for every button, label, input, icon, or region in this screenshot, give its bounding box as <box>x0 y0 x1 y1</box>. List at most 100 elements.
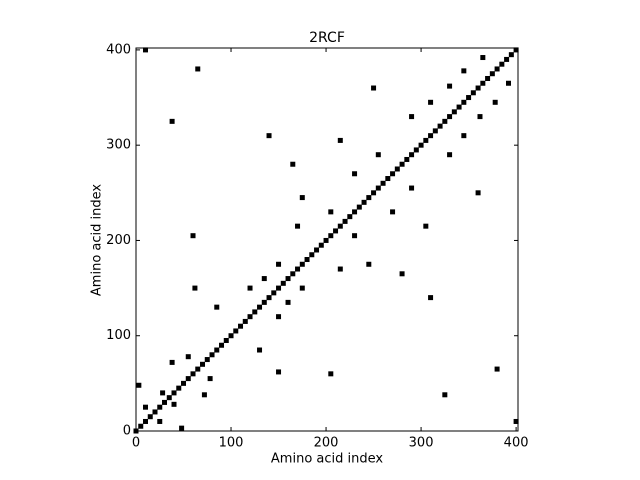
y-tick-label: 300 <box>106 138 131 153</box>
contact-point <box>261 299 267 305</box>
contact-point <box>428 133 434 139</box>
contact-point <box>143 418 149 424</box>
contact-point <box>136 382 142 388</box>
x-tick-label: 400 <box>504 436 529 451</box>
contact-point <box>394 166 400 172</box>
contact-point <box>499 61 505 67</box>
contact-point <box>489 71 495 77</box>
contact-point <box>461 133 467 139</box>
contact-point <box>185 354 191 360</box>
contact-point <box>432 128 438 134</box>
contact-point <box>266 295 272 301</box>
contact-point <box>409 152 415 158</box>
contact-point <box>257 304 263 310</box>
contact-point <box>169 359 175 365</box>
contact-point <box>347 214 353 220</box>
contact-point <box>276 369 282 375</box>
contact-point <box>428 99 434 105</box>
contact-point <box>328 209 334 215</box>
contact-point <box>477 114 483 120</box>
contact-point <box>242 318 248 324</box>
contact-point <box>219 342 225 348</box>
contact-point <box>480 55 486 61</box>
contact-point <box>299 195 305 201</box>
contact-point <box>290 271 296 277</box>
x-axis-label: Amino acid index <box>271 452 383 467</box>
contact-point <box>204 357 210 363</box>
contact-point <box>504 56 510 62</box>
contact-point <box>390 209 396 215</box>
contact-point <box>375 185 381 191</box>
contact-point <box>371 85 377 91</box>
contact-point <box>342 218 348 224</box>
contact-point <box>157 418 163 424</box>
contact-point <box>390 171 396 177</box>
contact-point <box>285 299 291 305</box>
x-tick-label: 0 <box>132 436 140 451</box>
contact-point <box>157 404 163 410</box>
contact-point <box>442 392 448 398</box>
contact-point <box>304 257 310 263</box>
contact-point <box>201 392 207 398</box>
contact-point <box>176 385 182 391</box>
plot-area <box>133 47 519 434</box>
contact-point <box>276 261 282 267</box>
contact-point <box>323 237 329 243</box>
contact-point <box>447 152 453 158</box>
y-axis-label: Amino acid index <box>90 184 105 296</box>
contact-point <box>447 83 453 89</box>
contact-point <box>442 118 448 124</box>
contact-point <box>276 285 282 291</box>
contact-point <box>190 233 196 239</box>
contact-point <box>466 95 472 101</box>
contact-point <box>169 118 175 124</box>
contact-point <box>409 114 415 120</box>
contact-point <box>143 404 149 410</box>
contact-point <box>399 161 405 167</box>
contact-point <box>233 328 239 334</box>
contact-point <box>152 409 158 415</box>
contact-point <box>257 347 263 353</box>
contact-point <box>513 418 519 424</box>
contact-point <box>475 190 481 196</box>
contact-point <box>285 276 291 282</box>
x-tick-label: 300 <box>409 436 434 451</box>
contact-point <box>179 425 185 431</box>
contact-point <box>361 199 367 205</box>
contact-point <box>485 75 491 81</box>
contact-point <box>423 223 429 229</box>
chart-title: 2RCF <box>309 30 345 46</box>
x-tick-label: 100 <box>219 436 244 451</box>
contact-point <box>352 171 358 177</box>
contact-point <box>508 52 514 58</box>
contact-point <box>385 176 391 182</box>
contact-point <box>171 390 177 396</box>
contact-point <box>261 276 267 282</box>
contact-point <box>505 80 511 86</box>
contact-point <box>247 285 253 291</box>
contact-point <box>266 133 272 139</box>
contact-point <box>456 104 462 110</box>
contact-point <box>147 414 153 420</box>
contact-point <box>185 376 191 382</box>
axes-frame <box>135 47 519 432</box>
contact-point <box>399 271 405 277</box>
contact-point <box>352 233 358 239</box>
contact-point <box>337 266 343 272</box>
contact-point <box>252 309 258 315</box>
y-tick-label: 400 <box>106 42 131 57</box>
contact-point <box>280 280 286 286</box>
contact-point <box>494 366 500 372</box>
contact-point <box>238 323 244 329</box>
contact-point <box>371 190 377 196</box>
contact-point <box>195 366 201 372</box>
contact-point <box>428 295 434 301</box>
contact-point <box>143 47 149 53</box>
contact-point <box>451 109 457 115</box>
contact-point <box>162 399 168 405</box>
contact-point <box>404 156 410 162</box>
contact-point <box>190 371 196 377</box>
contact-point <box>328 233 334 239</box>
contact-point <box>356 204 362 210</box>
